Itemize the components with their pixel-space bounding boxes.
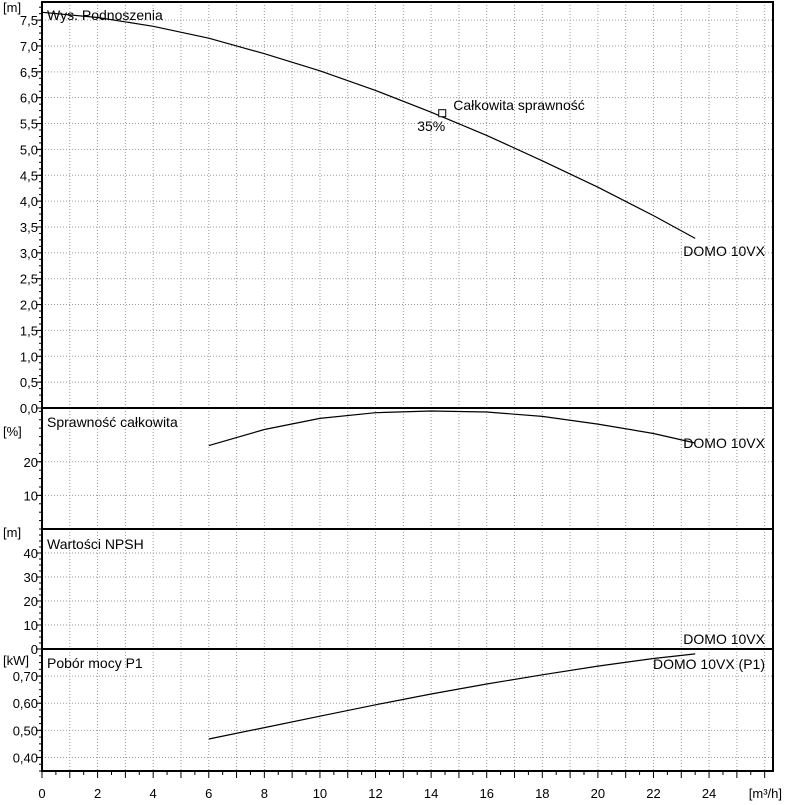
panel-frame <box>41 648 774 772</box>
x-tick-label: 14 <box>424 786 438 801</box>
y-unit-label: [%] <box>3 424 22 439</box>
y-tick-label: 30 <box>24 570 38 585</box>
y-unit-label: [kW] <box>3 653 29 668</box>
series-line <box>41 11 696 239</box>
y-tick-label: 7,0 <box>20 39 38 54</box>
y-tick-label: 0,0 <box>20 401 38 416</box>
series-label: DOMO 10VX (P1) <box>653 656 765 672</box>
x-tick-label: 22 <box>646 786 660 801</box>
x-axis-label: [m³/h] <box>749 786 782 801</box>
x-tick-label: 2 <box>94 786 101 801</box>
x-tick-label: 12 <box>368 786 382 801</box>
y-tick-label: 0,60 <box>13 696 38 711</box>
y-tick-label: 0,5 <box>20 375 38 390</box>
x-tick-label: 24 <box>702 786 716 801</box>
y-tick-label: 0,70 <box>13 669 38 684</box>
x-tick-label: 6 <box>205 786 212 801</box>
x-tick-label: 20 <box>591 786 605 801</box>
y-unit-label: [m] <box>3 0 21 15</box>
y-tick-label: 0,50 <box>13 723 38 738</box>
annotation-value: 35% <box>417 118 445 134</box>
y-tick-label: 20 <box>24 455 38 470</box>
series-line <box>208 653 696 740</box>
y-tick-label: 40 <box>24 546 38 561</box>
panel-2: 10 20 [%] Sprawność całkowita DOMO 10VX <box>3 407 774 530</box>
y-tick-label: 7,5 <box>20 13 38 28</box>
y-tick-label: 6,0 <box>20 91 38 106</box>
x-tick-label: 0 <box>38 786 45 801</box>
panel-title: Wartości NPSH <box>47 536 144 552</box>
y-tick-label: 10 <box>24 618 38 633</box>
annotation-label: Całkowita sprawność <box>453 97 585 113</box>
y-tick-label: 0 <box>31 642 38 657</box>
y-tick-label: 1,5 <box>20 323 38 338</box>
y-tick-label: 4,0 <box>20 194 38 209</box>
panel-1: 0,0 0,5 1,0 1,5 2,0 2,5 3,0 3,5 4,0 4,5 5,0 5,5 6,0 6… <box>3 0 774 416</box>
y-tick-label: 4,5 <box>20 168 38 183</box>
x-tick-label: 4 <box>150 786 157 801</box>
panel-3: 0 10 20 30 40[m] Wartości NPSH DOMO 10VX <box>3 525 774 657</box>
y-tick-label: 1,0 <box>20 349 38 364</box>
panel-frame <box>41 1 774 409</box>
y-unit-label: [m] <box>3 525 21 540</box>
y-tick-label: 20 <box>24 594 38 609</box>
series-label: DOMO 10VX <box>683 243 765 259</box>
panel-frame <box>41 528 774 650</box>
x-tick-label: 16 <box>479 786 493 801</box>
panel-title: Wys. Podnoszenia <box>47 7 163 23</box>
y-tick-label: 10 <box>24 488 38 503</box>
y-tick-label: 2,0 <box>20 298 38 313</box>
panel-4: 0,40 0,50 0,60 0,70[kW] Pobór mocy P1 DOMO 10… <box>3 648 774 772</box>
series-label: DOMO 10VX <box>683 435 765 451</box>
y-tick-label: 5,5 <box>20 117 38 132</box>
y-tick-label: 2,5 <box>20 272 38 287</box>
panel-title: Sprawność całkowita <box>47 414 178 430</box>
y-tick-label: 6,5 <box>20 65 38 80</box>
panel-title: Pobór mocy P1 <box>47 655 143 671</box>
y-tick-label: 0,40 <box>13 750 38 765</box>
x-tick-label: 10 <box>313 786 327 801</box>
series-label: DOMO 10VX <box>683 631 765 647</box>
y-tick-label: 3,0 <box>20 246 38 261</box>
efficiency-marker <box>438 109 447 118</box>
y-tick-label: 5,0 <box>20 142 38 157</box>
y-tick-label: 3,5 <box>20 220 38 235</box>
x-tick-label: 18 <box>535 786 549 801</box>
series-line <box>208 410 696 447</box>
x-tick-label: 8 <box>261 786 268 801</box>
